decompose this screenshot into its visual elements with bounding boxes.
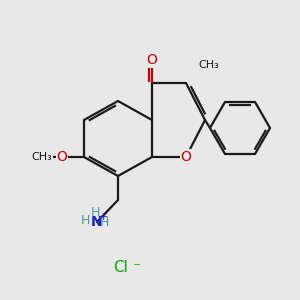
- Text: O: O: [147, 53, 158, 67]
- Text: O: O: [57, 150, 68, 164]
- Text: H: H: [90, 206, 100, 220]
- Text: O: O: [181, 150, 191, 164]
- Text: +: +: [98, 212, 108, 222]
- Text: H: H: [99, 215, 109, 229]
- Text: CH₃: CH₃: [32, 152, 52, 162]
- Text: N: N: [91, 215, 103, 229]
- Text: ⁻: ⁻: [133, 260, 141, 275]
- Text: Cl: Cl: [113, 260, 128, 275]
- Text: H: H: [80, 214, 90, 227]
- Text: CH₃: CH₃: [199, 60, 219, 70]
